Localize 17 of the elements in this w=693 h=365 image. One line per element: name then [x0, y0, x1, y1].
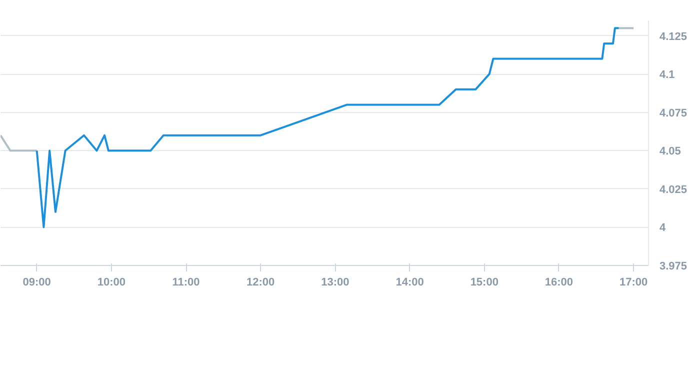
x-tick-label: 14:00 — [396, 276, 424, 288]
x-tick-label: 13:00 — [321, 276, 350, 288]
y-tick-label: 4.05 — [660, 146, 681, 158]
x-tick-label: 09:00 — [22, 276, 51, 288]
y-tick-label: 4.125 — [660, 30, 688, 43]
y-tick-label: 4.1 — [660, 69, 675, 82]
line-series — [36, 27, 620, 228]
x-tick-label: 17:00 — [620, 276, 648, 288]
y-tick-label: 4.075 — [660, 107, 688, 120]
y-tick-label: 4.025 — [660, 184, 688, 196]
x-tick-label: 11:00 — [172, 276, 200, 288]
x-tick-label: 16:00 — [544, 276, 574, 288]
x-tick-label: 10:00 — [97, 276, 126, 288]
y-tick-label: 3.975 — [660, 260, 688, 272]
x-tick-label: 15:00 — [470, 276, 498, 288]
y-tick-label: 4 — [660, 222, 666, 234]
x-tick-label: 12:00 — [246, 276, 275, 288]
